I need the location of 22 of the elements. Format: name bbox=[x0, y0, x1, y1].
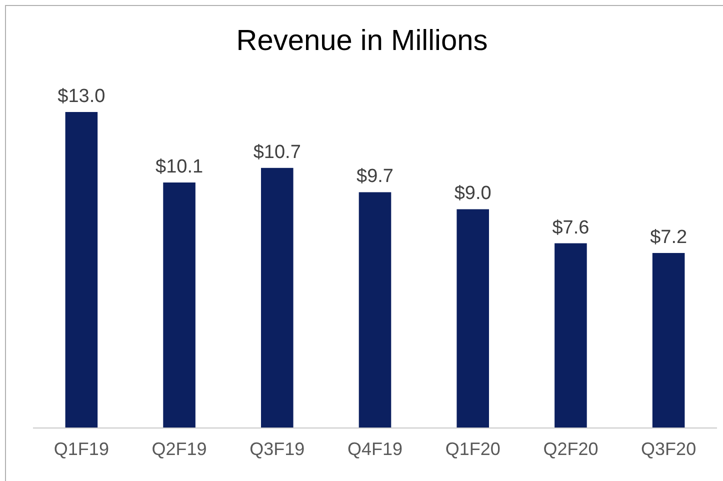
x-tick-label: Q1F20 bbox=[445, 438, 500, 459]
bar bbox=[358, 192, 392, 428]
bar bbox=[261, 168, 294, 428]
bar bbox=[163, 182, 196, 428]
x-tick-label: Q2F20 bbox=[543, 438, 598, 459]
bar bbox=[65, 112, 98, 428]
x-tick-label: Q2F19 bbox=[152, 438, 207, 459]
data-label: $10.1 bbox=[156, 156, 204, 178]
data-label: $13.0 bbox=[58, 86, 106, 107]
x-tick-label: Q3F19 bbox=[250, 438, 305, 459]
data-label: $7.2 bbox=[650, 226, 688, 248]
bar bbox=[554, 243, 587, 428]
x-tick-label: Q3F20 bbox=[641, 438, 696, 459]
bar bbox=[456, 209, 489, 428]
x-tick-label: Q1F19 bbox=[54, 438, 109, 459]
bar bbox=[652, 252, 685, 428]
chart-title: Revenue in Millions bbox=[236, 25, 488, 57]
x-tick-label: Q4F19 bbox=[347, 438, 403, 459]
data-label: $10.7 bbox=[253, 142, 301, 163]
data-label: $7.6 bbox=[552, 217, 590, 238]
data-label: $9.0 bbox=[454, 183, 492, 204]
data-label: $9.7 bbox=[356, 166, 394, 188]
